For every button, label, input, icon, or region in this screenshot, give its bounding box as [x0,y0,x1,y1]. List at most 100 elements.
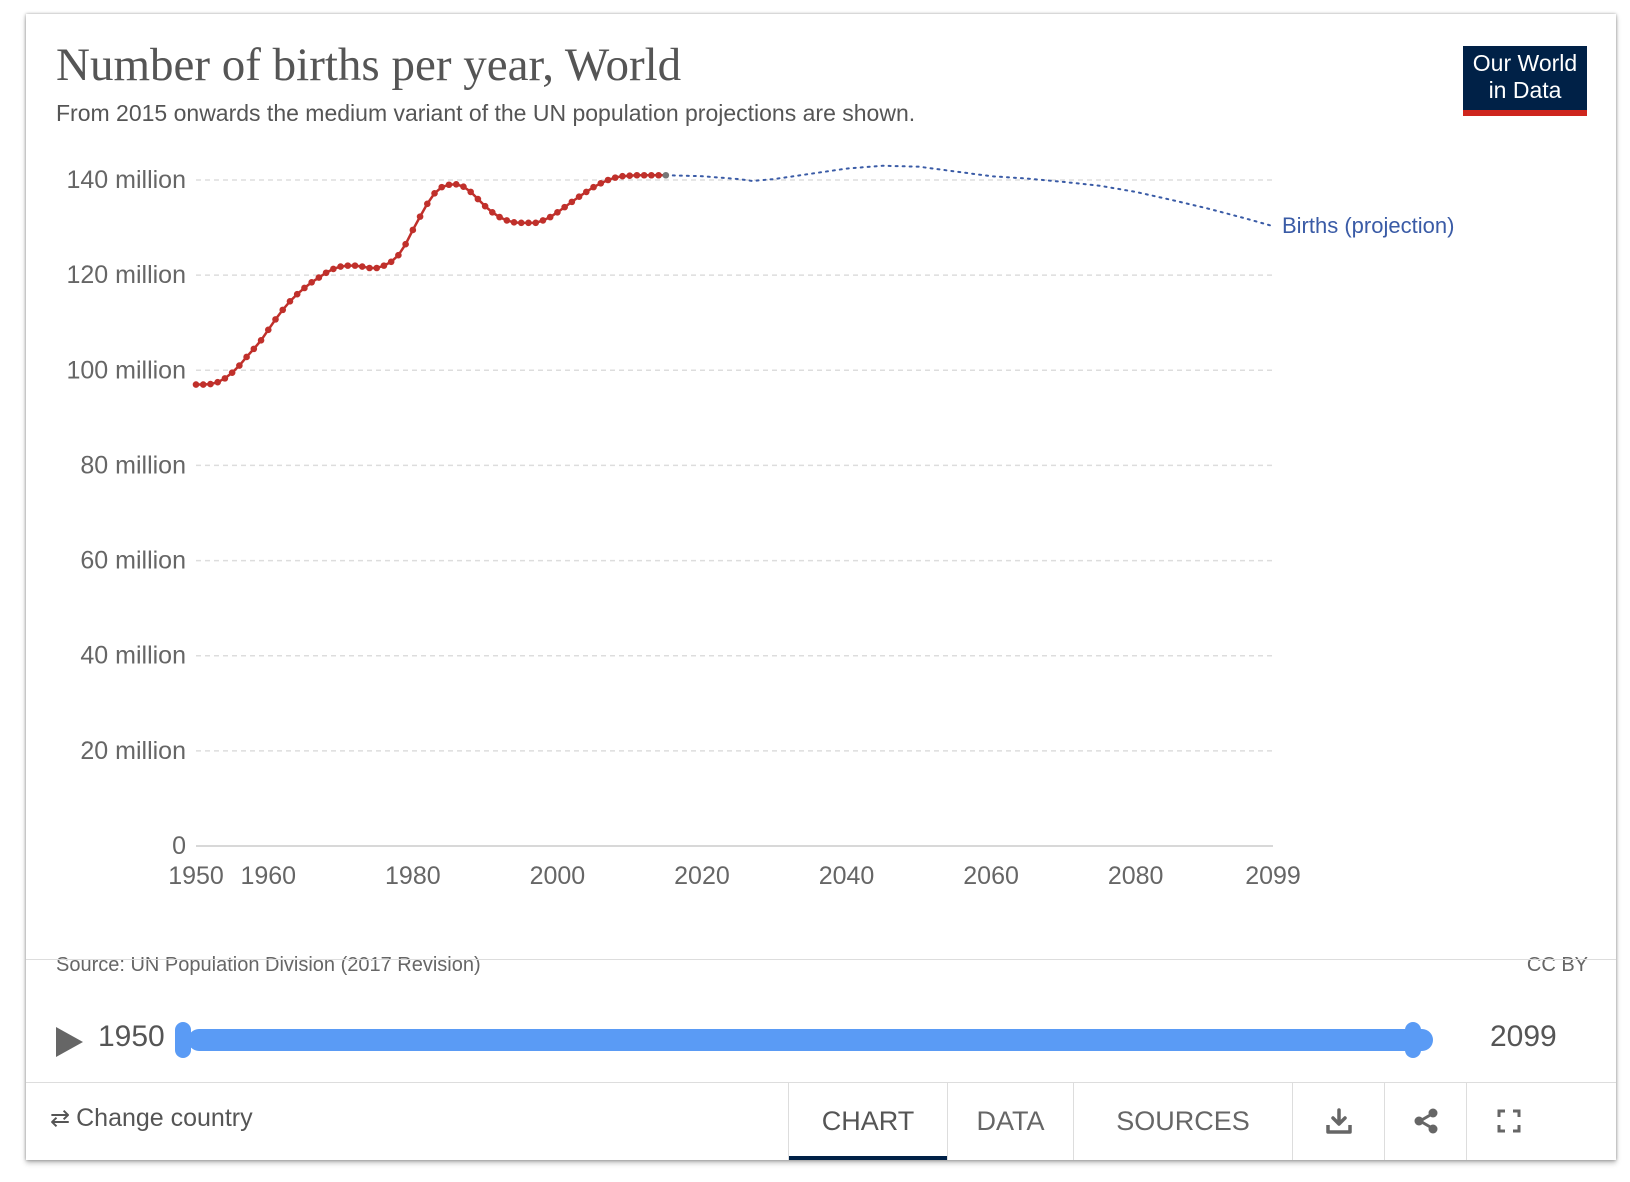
data-point [373,264,381,272]
series-label-projection: Births (projection) [1282,213,1454,238]
data-point [228,369,236,376]
data-point [358,263,366,270]
timeline-end-label: 2099 [1490,1020,1557,1053]
fullscreen-button[interactable] [1466,1082,1550,1160]
y-tick-label: 140 million [66,166,186,194]
timeline-start-handle[interactable] [175,1022,191,1058]
data-point [221,375,229,382]
fullscreen-icon [1497,1109,1520,1133]
play-icon[interactable] [56,1027,83,1057]
data-point [402,240,409,248]
data-point [344,262,352,269]
data-point [633,171,641,179]
data-point [648,171,655,179]
data-point [279,306,287,314]
data-point [236,362,243,369]
line-chart: 0 20 million 40 million 60 million 80 millio… [66,164,1454,890]
control-bar: ⇄ Change country CHART DATA SOURCES [26,1082,1616,1160]
data-point [640,171,648,179]
data-point [575,193,583,200]
y-tick-label: 100 million [66,356,186,384]
chart-title: Number of births per year, World [56,39,682,91]
data-point [243,353,250,361]
data-point [619,172,626,180]
data-point [286,298,294,305]
data-point [510,219,518,226]
data-point [380,262,388,269]
data-point [438,183,446,191]
data-point [308,278,315,286]
data-point [351,262,359,269]
x-tick-label: 1960 [240,862,296,890]
series-layer [192,164,1274,388]
y-axis-ticks: 0 20 million 40 million 60 million 80 millio… [66,166,186,860]
license-link[interactable]: CC BY [1526,954,1588,976]
tab-chart[interactable]: CHART [788,1082,947,1160]
data-point [611,174,619,181]
owid-logo[interactable]: Our World in Data [1463,46,1587,116]
data-point [561,203,568,211]
data-point [199,381,207,388]
data-point [293,290,301,298]
divider [26,959,1616,960]
data-point [626,172,633,180]
x-tick-label: 1980 [385,862,441,890]
tab-chart-label: CHART [821,1106,915,1136]
data-point [583,188,590,196]
y-tick-label: 0 [172,832,186,860]
share-icon [1414,1108,1437,1134]
data-point [517,219,525,227]
x-tick-label: 2099 [1245,862,1301,890]
x-tick-label: 1950 [168,862,224,890]
download-icon [1325,1108,1352,1134]
x-tick-label: 2060 [963,862,1019,890]
swap-icon: ⇄ [50,1105,71,1132]
data-point [214,378,221,386]
data-point [416,213,424,220]
data-point [409,226,417,234]
data-point [192,381,200,388]
data-point [604,176,612,184]
data-point [467,188,474,196]
x-axis-ticks: 1950 1960 1980 2000 2020 2040 2060 2080 2099 [168,862,1301,890]
data-point [387,258,395,266]
data-point [597,180,605,187]
data-point [366,264,373,272]
y-tick-label: 20 million [80,737,186,765]
share-button[interactable] [1384,1082,1466,1160]
data-point [395,251,402,259]
data-point [539,217,547,224]
data-point [424,200,431,208]
timeline-end-handle[interactable] [1405,1022,1421,1058]
tab-data-label: DATA [976,1106,1045,1136]
change-country-button[interactable]: ⇄ Change country [50,1104,253,1133]
x-tick-label: 2040 [819,862,875,890]
data-point [532,219,540,227]
data-point [525,219,532,227]
data-point [330,265,337,273]
data-point [337,263,344,270]
data-point [662,171,670,179]
data-point [546,213,554,221]
data-point [481,202,489,210]
grid-lines [196,179,1273,847]
chart-subtitle: From 2015 onwards the medium variant of … [56,100,916,126]
timeline-slider-track[interactable] [188,1029,1433,1051]
data-point [655,171,662,179]
data-point [315,274,323,281]
tab-data[interactable]: DATA [947,1082,1073,1160]
chart-card: Number of births per year, World From 20… [26,14,1616,1160]
data-point [322,269,330,277]
data-point [431,190,438,197]
data-point [250,345,258,353]
series-line-historical [196,173,666,386]
data-point [568,198,576,206]
series-line-projection [664,164,1274,228]
download-button[interactable] [1292,1082,1384,1160]
data-point [301,284,308,292]
x-tick-label: 2000 [530,862,586,890]
data-point [590,183,597,191]
tab-sources[interactable]: SOURCES [1073,1082,1292,1160]
data-point [474,195,482,203]
data-point [460,183,467,190]
